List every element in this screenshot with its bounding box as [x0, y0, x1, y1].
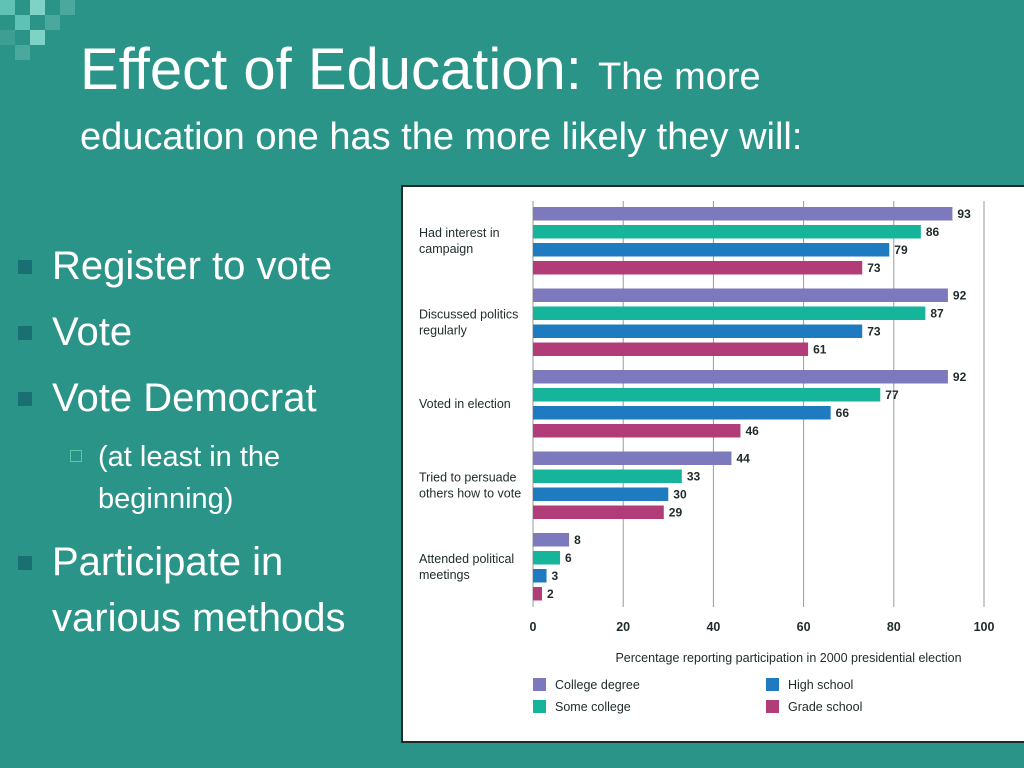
x-tick-label: 20 [616, 620, 630, 634]
bar [533, 370, 948, 384]
bar [533, 469, 682, 483]
data-label: 44 [736, 452, 750, 466]
bar [533, 342, 809, 356]
bullet-text: Vote Democrat [52, 376, 317, 420]
slide-subtitle: education one has the more likely they w… [80, 116, 803, 158]
square-bullet-icon [18, 392, 32, 406]
legend-swatch [766, 678, 779, 691]
data-label: 61 [813, 343, 827, 357]
legend-label: Grade school [788, 700, 862, 714]
data-label: 46 [745, 424, 759, 438]
slide-title-main: Effect of Education: [80, 37, 582, 102]
bar [533, 487, 669, 501]
legend-swatch [533, 700, 546, 713]
bar [533, 587, 543, 601]
bullet-item: Register to vote [14, 238, 394, 294]
legend-label: College degree [555, 678, 640, 692]
data-label: 29 [669, 506, 683, 520]
bar [533, 306, 926, 320]
bar [533, 207, 953, 221]
data-label: 79 [894, 243, 908, 257]
data-label: 33 [687, 470, 701, 484]
legend-swatch [766, 700, 779, 713]
bullet-list: Register to vote Vote Vote Democrat (at … [14, 238, 394, 656]
bullet-text: (at least in the beginning) [98, 441, 281, 515]
slide-title-sub: The more [598, 56, 761, 98]
category-label: Discussed politics regularly [419, 307, 518, 337]
legend-label: Some college [555, 700, 631, 714]
bar [533, 324, 863, 338]
x-tick-label: 40 [706, 620, 720, 634]
legend-swatch [533, 678, 546, 691]
data-label: 92 [953, 370, 967, 384]
x-tick-label: 60 [797, 620, 811, 634]
bar [533, 451, 732, 465]
chart-panel: Had interest in campaign 93 86 79 73 Discussed… [401, 185, 1024, 743]
bar [533, 388, 881, 402]
bar [533, 551, 561, 565]
square-bullet-icon [18, 556, 32, 570]
corner-decoration [0, 0, 75, 60]
bar [533, 225, 921, 239]
x-axis-title: Percentage reporting participation in 20… [615, 651, 961, 665]
data-label: 86 [926, 225, 940, 239]
data-label: 73 [867, 325, 881, 339]
bar [533, 424, 741, 438]
category-label: Had interest in campaign [419, 226, 500, 256]
bar [533, 261, 863, 275]
data-label: 30 [673, 488, 687, 502]
bar [533, 243, 890, 257]
legend-label: High school [788, 678, 853, 692]
data-label: 6 [565, 551, 572, 565]
bullet-text: Participate in various methods [52, 540, 346, 640]
data-label: 8 [574, 533, 581, 547]
bullet-item: Vote [14, 304, 394, 360]
bullet-text: Register to vote [52, 244, 333, 288]
bullet-item: Participate in various methods [14, 534, 394, 646]
data-label: 66 [836, 406, 850, 420]
bar [533, 505, 664, 519]
category-label: Voted in election [419, 397, 511, 411]
x-tick-label: 0 [530, 620, 537, 634]
hollow-square-bullet-icon [70, 450, 82, 462]
data-label: 2 [547, 587, 554, 601]
bullet-item: Vote Democrat [14, 370, 394, 426]
data-label: 87 [930, 307, 944, 321]
bar [533, 288, 948, 302]
bar [533, 569, 547, 583]
data-label: 93 [957, 207, 971, 221]
square-bullet-icon [18, 260, 32, 274]
bullet-text: Vote [52, 310, 133, 354]
category-label: Tried to persuade others how to vote [419, 470, 521, 500]
square-bullet-icon [18, 326, 32, 340]
data-label: 3 [552, 569, 559, 583]
x-tick-label: 80 [887, 620, 901, 634]
category-label: Attended political meetings [419, 552, 514, 582]
data-label: 77 [885, 388, 899, 402]
data-label: 73 [867, 261, 881, 275]
bar [533, 406, 831, 420]
bar-chart: Had interest in campaign 93 86 79 73 Discussed… [419, 201, 995, 714]
bar [533, 533, 570, 547]
data-label: 92 [953, 289, 967, 303]
slide-title: Effect of Education: The more [80, 38, 761, 109]
x-tick-label: 100 [974, 620, 995, 634]
sub-bullet-item: (at least in the beginning) [14, 436, 394, 520]
